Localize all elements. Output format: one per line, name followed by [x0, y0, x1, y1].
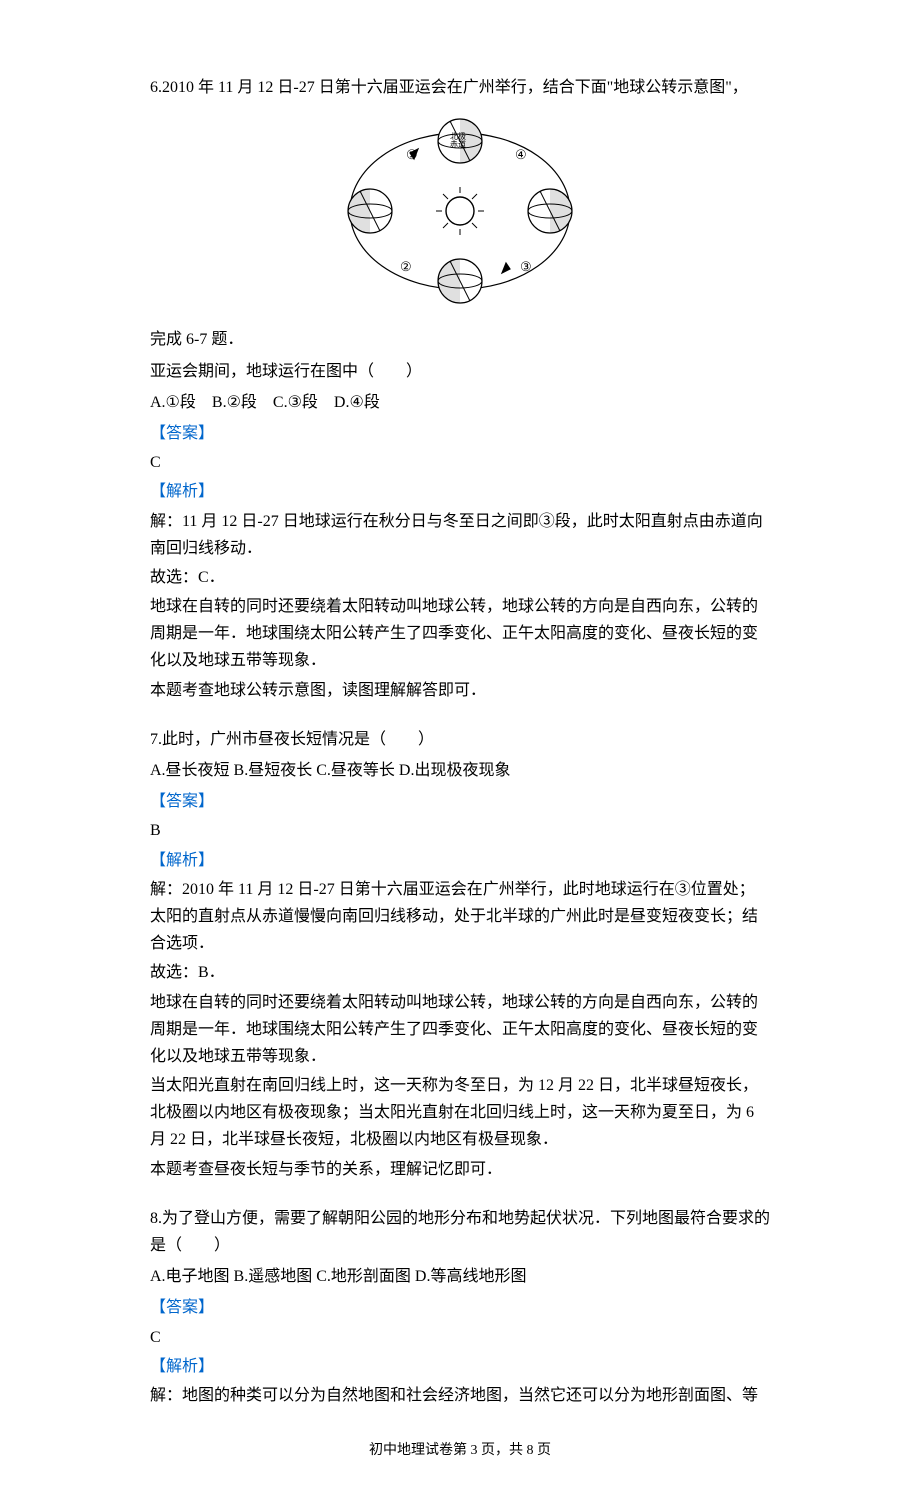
- q7-explain-4: 本题考查昼夜长短与季节的关系，理解记忆即可．: [150, 1156, 770, 1183]
- q8-text: 8.为了登山方便，需要了解朝阳公园的地形分布和地势起伏状况．下列地图最符合要求的…: [150, 1205, 770, 1259]
- q6-line-2: 完成 6-7 题．: [150, 326, 770, 353]
- q6-explain-0: 解：11 月 12 日-27 日地球运行在秋分日与冬至日之间即③段，此时太阳直射…: [150, 508, 770, 562]
- q8-explain-0: 解：地图的种类可以分为自然地图和社会经济地图，当然它还可以分为地形剖面图、等: [150, 1382, 770, 1409]
- q7-options: A.昼长夜短 B.昼短夜长 C.昼夜等长 D.出现极夜现象: [150, 757, 770, 784]
- q6-line-3: 亚运会期间，地球运行在图中（ ）: [150, 358, 770, 385]
- q7-explain-1: 故选：B．: [150, 959, 770, 986]
- q6-options: A.①段 B.②段 C.③段 D.④段: [150, 389, 770, 416]
- q8-answer: C: [150, 1324, 770, 1351]
- q7-answer: B: [150, 817, 770, 844]
- svg-text:①: ①: [406, 147, 418, 162]
- svg-text:④: ④: [515, 147, 527, 162]
- explain-label: 【解析】: [150, 1353, 770, 1380]
- answer-label: 【答案】: [150, 1294, 770, 1321]
- svg-text:③: ③: [520, 259, 532, 274]
- q8-options: A.电子地图 B.遥感地图 C.地形剖面图 D.等高线地形图: [150, 1263, 770, 1290]
- q6-explain-2: 地球在自转的同时还要绕着太阳转动叫地球公转，地球公转的方向是自西向东，公转的周期…: [150, 593, 770, 675]
- q7-text: 7.此时，广州市昼夜长短情况是（ ）: [150, 726, 770, 753]
- q7-explain-3: 当太阳光直射在南回归线上时，这一天称为冬至日，为 12 月 22 日，北半球昼短…: [150, 1072, 770, 1154]
- q6-answer: C: [150, 449, 770, 476]
- svg-text:赤道: 赤道: [450, 139, 466, 149]
- q6-line-1: 6.2010 年 11 月 12 日-27 日第十六届亚运会在广州举行，结合下面…: [150, 74, 770, 101]
- page-footer: 初中地理试卷第 3 页，共 8 页: [150, 1439, 770, 1463]
- answer-label: 【答案】: [150, 788, 770, 815]
- answer-label: 【答案】: [150, 420, 770, 447]
- orbit-diagram: ① ② ③ ④ 北极 赤道: [150, 111, 770, 320]
- q7-explain-0: 解：2010 年 11 月 12 日-27 日第十六届亚运会在广州举行，此时地球…: [150, 876, 770, 958]
- explain-label: 【解析】: [150, 478, 770, 505]
- question-7: 7.此时，广州市昼夜长短情况是（ ） A.昼长夜短 B.昼短夜长 C.昼夜等长 …: [150, 726, 770, 1183]
- q6-explain-3: 本题考查地球公转示意图，读图理解解答即可．: [150, 677, 770, 704]
- explain-label: 【解析】: [150, 847, 770, 874]
- q7-explain-2: 地球在自转的同时还要绕着太阳转动叫地球公转，地球公转的方向是自西向东，公转的周期…: [150, 989, 770, 1071]
- page: 6.2010 年 11 月 12 日-27 日第十六届亚运会在广州举行，结合下面…: [0, 0, 920, 1503]
- svg-text:②: ②: [400, 259, 412, 274]
- question-8: 8.为了登山方便，需要了解朝阳公园的地形分布和地势起伏状况．下列地图最符合要求的…: [150, 1205, 770, 1409]
- q6-explain-1: 故选：C．: [150, 564, 770, 591]
- question-6: 6.2010 年 11 月 12 日-27 日第十六届亚运会在广州举行，结合下面…: [150, 74, 770, 704]
